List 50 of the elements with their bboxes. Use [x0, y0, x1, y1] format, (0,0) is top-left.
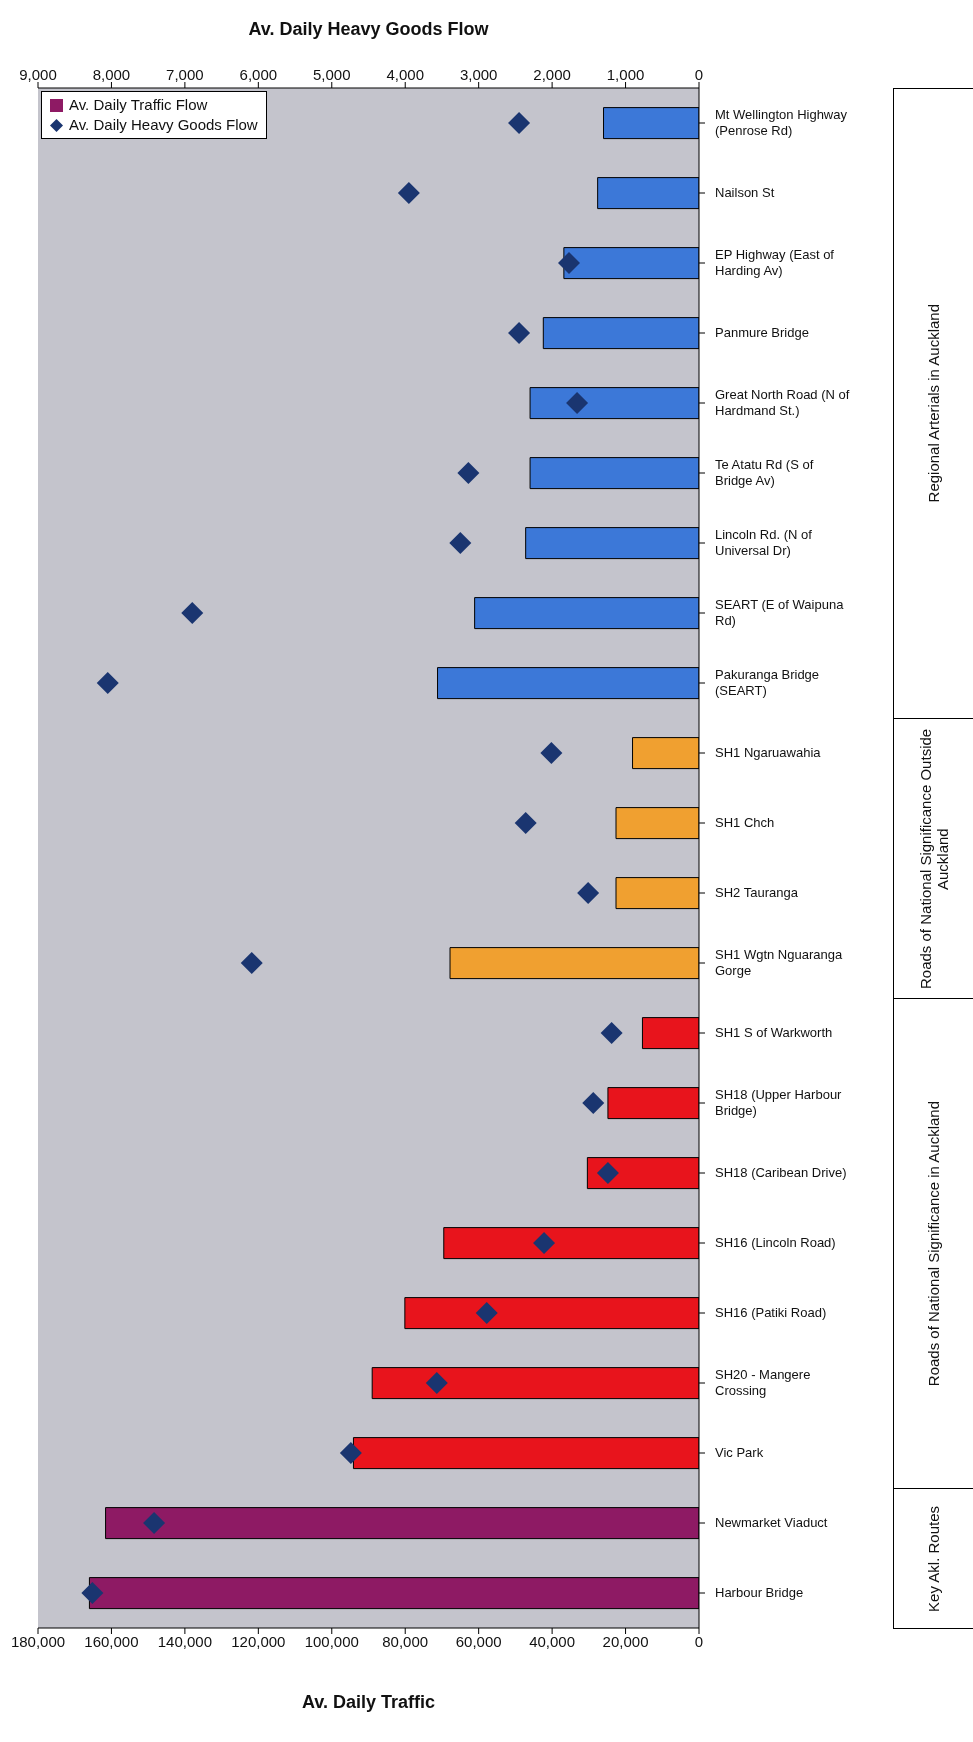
x-tick-label: 180,000 — [10, 1632, 66, 1650]
y-tick-label: SH20 - Mangere Crossing — [715, 1367, 811, 1398]
x-tick-label: 160,000 — [84, 1632, 139, 1650]
x-tick-label: 80,000 — [382, 1632, 429, 1650]
x2-tick-label: 4,000 — [386, 66, 424, 83]
y-tick-label: SH16 (Patiki Road) — [715, 1305, 827, 1320]
x2-tick-label: 7,000 — [166, 66, 204, 83]
y-tick-label: Te Atatu Rd (S of Bridge Av) — [715, 457, 814, 488]
text: Key Akl. Routes — [925, 1505, 942, 1612]
y-tick-label: SH2 Tauranga — [715, 885, 799, 900]
x-tick-label: 60,000 — [455, 1632, 502, 1650]
y-tick-label: SH1 Chch — [715, 815, 775, 830]
y-tick-label: Lincoln Rd. (N of Universal Dr) — [715, 527, 813, 558]
y-tick-label: Great North Road (N of Hardmand St.) — [715, 387, 850, 418]
y-tick-label: Pakuranga Bridge (SEART) — [715, 667, 820, 698]
y-tick-label: SH16 (Lincoln Road) — [715, 1235, 836, 1250]
y-tick-label: Vic Park — [715, 1445, 764, 1460]
y-tick-label: SH1 Ngaruawahia — [715, 745, 822, 760]
text: Roads of National Significance in Auckland — [925, 1100, 942, 1387]
x2-tick-label: 3,000 — [459, 66, 498, 83]
legend-label: Av. Daily Traffic Flow — [69, 95, 208, 115]
text: Regional Arterials in Auckland — [925, 304, 942, 503]
y-tick-label: SEART (E of Waipuna Rd) — [715, 597, 845, 628]
x2-tick-label: 9,000 — [19, 66, 57, 83]
x-tick-label: 40,000 — [529, 1632, 576, 1650]
x2-tick-label: 1,000 — [606, 66, 645, 83]
x-tick-label: 0 — [694, 1632, 704, 1650]
y-tick-label: SH18 (Caribean Drive) — [715, 1165, 847, 1180]
x2-tick-label: 2,000 — [533, 66, 571, 83]
y-tick-label: SH1 S of Warkworth — [715, 1025, 833, 1040]
x2-tick-label: 6,000 — [239, 66, 278, 83]
x-tick-label: 140,000 — [157, 1632, 213, 1650]
x-tick-label: 120,000 — [231, 1632, 286, 1650]
y-tick-label: Mt Wellington Highway (Penrose Rd) — [715, 107, 848, 138]
y-tick-label: SH18 (Upper Harbour Bridge) — [715, 1087, 843, 1118]
y-tick-label: Panmure Bridge — [715, 325, 809, 340]
x2-tick-label: 8,000 — [92, 66, 131, 83]
x2-tick-label: 0 — [694, 66, 704, 83]
x-tick-label: 20,000 — [602, 1632, 649, 1650]
y-tick-label: Harbour Bridge — [715, 1585, 804, 1600]
y-tick-label: EP Highway (East of Harding Av) — [715, 247, 835, 278]
x-axis-title: Av. Daily Traffic — [301, 1692, 436, 1712]
y-tick-label: SH1 Wgtn Nguaranga Gorge — [715, 947, 843, 978]
x2-tick-label: 5,000 — [313, 66, 351, 83]
x2-axis-title: Av. Daily Heavy Goods Flow — [248, 18, 490, 39]
text: Roads of National Significance Outside Auckland — [916, 727, 951, 991]
legend-label: Av. Daily Heavy Goods Flow — [69, 115, 258, 135]
x-tick-label: 100,000 — [304, 1632, 359, 1650]
y-tick-label: Newmarket Viaduct — [715, 1515, 828, 1530]
y-tick-label: Nailson St — [715, 185, 775, 200]
